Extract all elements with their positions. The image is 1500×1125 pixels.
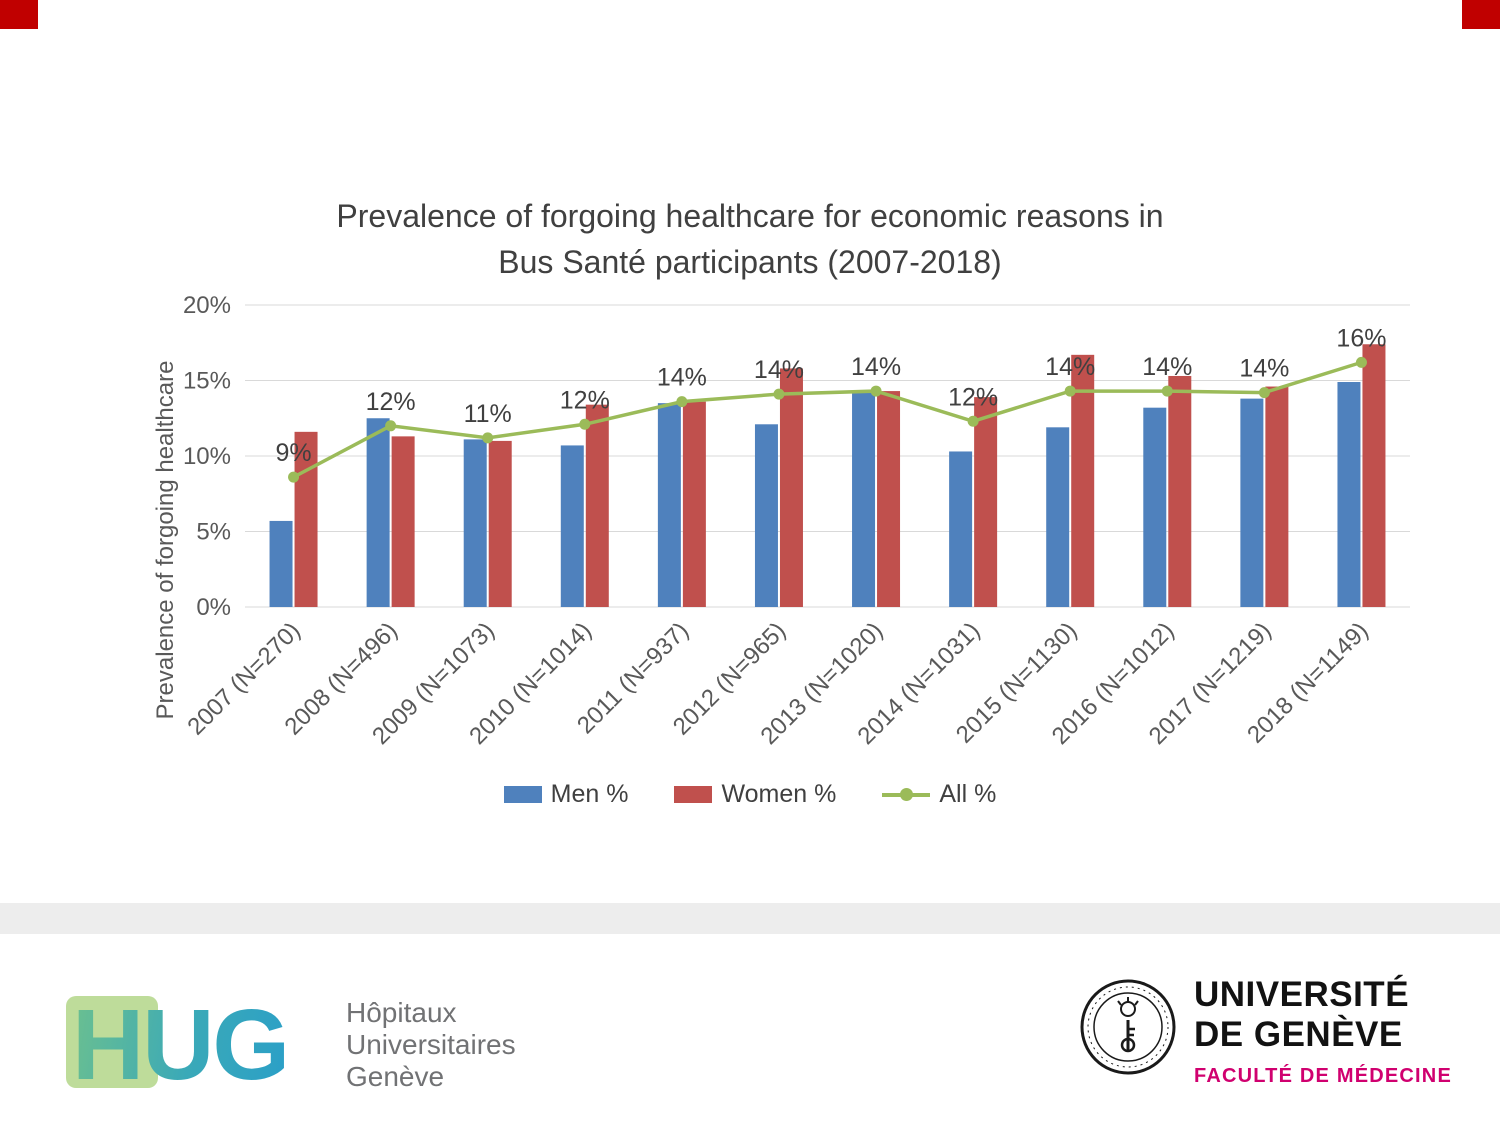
line-marker: [967, 415, 979, 427]
bar-women: [779, 368, 803, 607]
line-marker: [482, 432, 494, 444]
bar-men: [560, 445, 584, 607]
chart-legend: Men % Women % All %: [0, 780, 1500, 809]
line-marker: [579, 418, 591, 430]
line-marker: [1064, 385, 1076, 397]
bar-men: [1337, 382, 1361, 607]
data-label: 14%: [657, 364, 707, 392]
y-tick-label: 10%: [183, 443, 231, 470]
hug-logo-icon: HUG: [66, 980, 316, 1110]
bar-men: [366, 418, 390, 607]
bar-women: [1362, 344, 1386, 607]
unige-line2: DE GENÈVE: [1194, 1015, 1403, 1054]
data-label: 16%: [1336, 324, 1386, 352]
unige-text: UNIVERSITÉ DE GENÈVE FACULTÉ DE MÉDECINE: [1194, 975, 1452, 1088]
chart-title: Prevalence of forgoing healthcare for ec…: [0, 193, 1500, 285]
unige-seal-icon: [1080, 979, 1176, 1075]
hug-text-line3: Genève: [346, 1061, 445, 1092]
chart-title-line2: Bus Santé participants (2007-2018): [498, 244, 1002, 280]
line-marker: [1355, 356, 1367, 368]
data-label: 11%: [464, 400, 512, 428]
hug-logo: HUG Hôpitaux Universitaires Genève: [66, 980, 516, 1110]
bar-men: [1143, 407, 1167, 607]
divider-band: [0, 903, 1500, 934]
data-label: 14%: [1239, 355, 1289, 383]
bar-women: [682, 401, 706, 607]
hug-letters: HUG: [72, 989, 290, 1101]
legend-item-men: Men %: [503, 780, 629, 809]
hug-green-square: [66, 996, 158, 1088]
bar-women: [1071, 354, 1095, 607]
line-all: [292, 360, 1362, 479]
legend-item-women: Women %: [674, 780, 836, 809]
line-marker: [1258, 387, 1270, 399]
chart-title-line1: Prevalence of forgoing healthcare for ec…: [336, 198, 1164, 234]
bar-men: [949, 451, 973, 607]
bar-women: [1265, 386, 1289, 607]
line-marker: [385, 420, 397, 432]
legend-label-men: Men %: [550, 780, 629, 808]
bar-women: [877, 391, 901, 607]
bar-women: [488, 440, 512, 607]
women-swatch-icon: [674, 786, 713, 803]
bar-women: [585, 404, 609, 607]
chart-svg: 0% 5% 10% 15% 20% 9% 12% 11% 12% 14% 14% 14% 12% 14% 1…: [182, 292, 1410, 750]
bar-men: [1046, 427, 1070, 607]
bar-men: [852, 392, 876, 607]
y-tick-label: 20%: [183, 292, 231, 319]
corner-accent-left: [0, 0, 38, 29]
legend-label-women: Women %: [721, 780, 837, 808]
data-label: 14%: [1142, 353, 1192, 381]
hug-text-line2: Universitaires: [346, 1029, 516, 1060]
legend-item-all: All %: [882, 780, 996, 809]
line-marker: [676, 396, 688, 408]
data-label: 9%: [275, 439, 311, 467]
data-label: 14%: [851, 353, 901, 381]
line-marker: [1161, 385, 1173, 397]
data-label: 12%: [948, 383, 998, 411]
bar-women: [974, 397, 998, 607]
bar-women: [294, 431, 318, 607]
y-tick-label: 15%: [183, 368, 231, 395]
unige-faculty: FACULTÉ DE MÉDECINE: [1194, 1065, 1452, 1087]
data-label: 14%: [1045, 353, 1095, 381]
bar-men: [269, 520, 293, 607]
line-marker: [288, 471, 300, 483]
corner-accent-right: [1462, 0, 1500, 29]
bar-men: [1240, 398, 1264, 607]
unige-line1: UNIVERSITÉ: [1194, 975, 1410, 1014]
y-tick-label: 5%: [196, 519, 231, 546]
line-marker: [870, 385, 882, 397]
y-tick-label: 0%: [196, 594, 231, 621]
bar-men: [754, 424, 778, 607]
bar-women: [391, 436, 415, 607]
bar-men: [463, 439, 487, 607]
data-label: 14%: [754, 356, 804, 384]
hug-text-line1: Hôpitaux: [346, 997, 457, 1028]
men-swatch-icon: [503, 786, 542, 803]
hug-logo-text: Hôpitaux Universitaires Genève: [346, 997, 516, 1093]
bar-men: [657, 403, 681, 607]
bar-women: [1168, 375, 1192, 607]
data-label: 12%: [560, 386, 610, 414]
data-label: 12%: [366, 388, 416, 416]
unige-logo: UNIVERSITÉ DE GENÈVE FACULTÉ DE MÉDECINE: [1078, 975, 1452, 1088]
all-line-swatch-icon: [882, 787, 931, 801]
line-marker: [773, 388, 785, 400]
legend-label-all: All %: [939, 780, 997, 808]
